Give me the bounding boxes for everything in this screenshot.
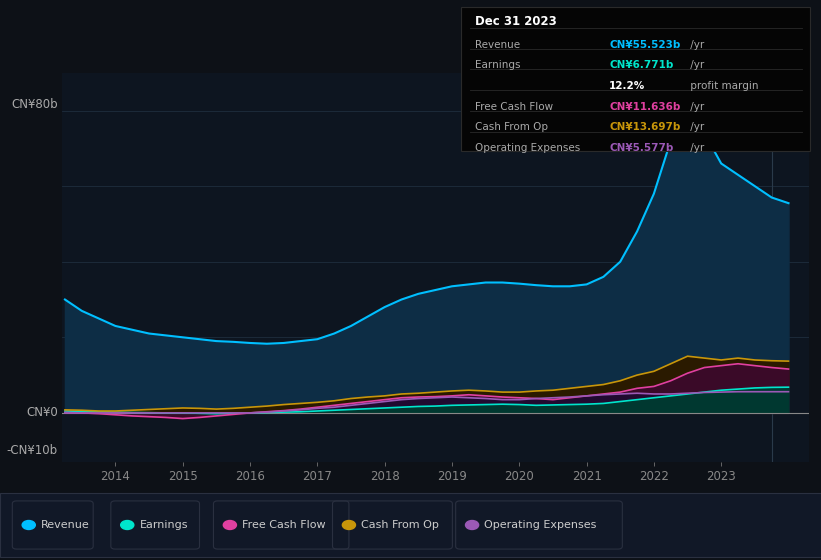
Text: profit margin: profit margin [687,81,759,91]
Text: Free Cash Flow: Free Cash Flow [242,520,326,530]
Text: Operating Expenses: Operating Expenses [475,143,580,153]
Text: Revenue: Revenue [475,40,521,50]
Text: /yr: /yr [687,60,704,71]
Text: CN¥0: CN¥0 [26,407,57,419]
Text: Revenue: Revenue [41,520,89,530]
Text: Free Cash Flow: Free Cash Flow [475,102,553,112]
Text: /yr: /yr [687,123,704,133]
Text: Earnings: Earnings [140,520,188,530]
Text: Operating Expenses: Operating Expenses [484,520,597,530]
Text: Cash From Op: Cash From Op [475,123,548,133]
Text: /yr: /yr [687,102,704,112]
Text: 12.2%: 12.2% [609,81,645,91]
Text: CN¥6.771b: CN¥6.771b [609,60,673,71]
Text: Earnings: Earnings [475,60,521,71]
Text: Cash From Op: Cash From Op [361,520,439,530]
Text: Dec 31 2023: Dec 31 2023 [475,15,557,28]
Text: CN¥5.577b: CN¥5.577b [609,143,673,153]
Text: CN¥11.636b: CN¥11.636b [609,102,681,112]
Text: /yr: /yr [687,143,704,153]
Text: /yr: /yr [687,40,704,50]
Text: CN¥55.523b: CN¥55.523b [609,40,681,50]
Text: CN¥13.697b: CN¥13.697b [609,123,681,133]
Text: -CN¥10b: -CN¥10b [7,444,57,457]
Text: CN¥80b: CN¥80b [11,97,57,110]
